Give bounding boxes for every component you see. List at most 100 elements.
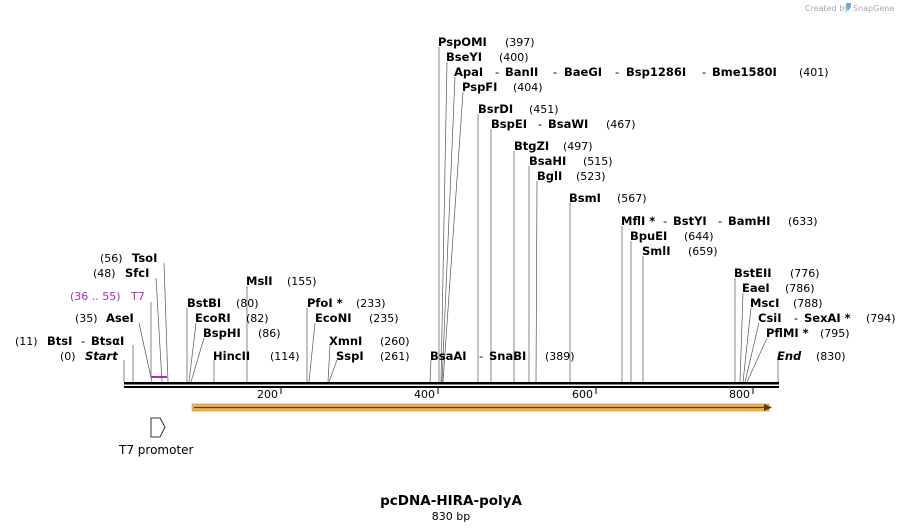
svg-text:(795): (795) bbox=[820, 327, 850, 340]
svg-text:(48): (48) bbox=[93, 267, 116, 280]
svg-text:PspFI: PspFI bbox=[462, 80, 497, 94]
svg-text:(114): (114) bbox=[270, 350, 300, 363]
svg-text:(786): (786) bbox=[785, 282, 815, 295]
enzyme-bsahi[interactable]: BsaHI (515) bbox=[529, 154, 613, 168]
svg-text:(467): (467) bbox=[606, 118, 636, 131]
svg-text:MscI: MscI bbox=[750, 296, 779, 310]
svg-text:BstEII: BstEII bbox=[734, 266, 772, 280]
svg-text:(400): (400) bbox=[499, 51, 529, 64]
feature-t7-label[interactable]: (36 .. 55) T7 bbox=[70, 290, 145, 303]
enzyme-bpuei[interactable]: BpuEI (644) bbox=[630, 229, 714, 243]
enzyme-btsi-group[interactable]: (11) BtsI - BtsαI bbox=[15, 334, 124, 348]
svg-text:SnaBI: SnaBI bbox=[489, 349, 526, 363]
enzyme-start: (0) Start bbox=[60, 349, 118, 363]
enzyme-hincii[interactable]: HincII (114) bbox=[213, 349, 300, 363]
svg-text:XmnI: XmnI bbox=[329, 334, 362, 348]
enzyme-pspomi[interactable]: PspOMI (397) bbox=[438, 35, 535, 49]
enzyme-pflmi[interactable]: PflMI * (795) bbox=[766, 326, 850, 340]
svg-text:(497): (497) bbox=[563, 140, 593, 153]
line-sfci bbox=[155, 277, 163, 383]
enzyme-btgzi[interactable]: BtgZI (497) bbox=[514, 139, 593, 153]
enzyme-bstbi[interactable]: BstBI (80) bbox=[187, 296, 259, 310]
line-eaei bbox=[739, 292, 744, 383]
enzyme-bsaai-group[interactable]: BsaAI - SnaBI (389) bbox=[430, 349, 575, 363]
svg-text:BtgZI: BtgZI bbox=[514, 139, 549, 153]
orf-arrow[interactable] bbox=[191, 403, 772, 412]
enzyme-msli[interactable]: MslI (155) bbox=[246, 274, 317, 288]
svg-text:SexAI *: SexAI * bbox=[804, 311, 851, 325]
svg-text:-: - bbox=[495, 65, 499, 79]
line-apai bbox=[441, 76, 456, 383]
svg-text:(788): (788) bbox=[793, 297, 823, 310]
enzyme-sspi[interactable]: SspI (261) bbox=[336, 349, 410, 363]
svg-text:SspI: SspI bbox=[336, 349, 364, 363]
line-asei bbox=[138, 322, 153, 383]
feature-t7-promoter-label: T7 promoter bbox=[118, 443, 194, 457]
line-csii bbox=[744, 322, 760, 383]
enzyme-bsrdi[interactable]: BsrDI (451) bbox=[478, 102, 559, 116]
svg-text:BaeGI: BaeGI bbox=[564, 65, 602, 79]
svg-text:(56): (56) bbox=[100, 252, 123, 265]
svg-text:BglI: BglI bbox=[537, 169, 562, 183]
enzyme-pfoi[interactable]: PfoI * (233) bbox=[307, 296, 386, 310]
enzyme-sfci[interactable]: (48) SfcI bbox=[93, 266, 149, 280]
enzyme-csii-group[interactable]: CsiI - SexAI * (794) bbox=[758, 311, 896, 325]
svg-text:(397): (397) bbox=[505, 36, 535, 49]
enzyme-end: End (830) bbox=[777, 349, 846, 363]
cut-site-lines bbox=[123, 47, 779, 383]
svg-text:BamHI: BamHI bbox=[728, 214, 770, 228]
enzyme-apai-group[interactable]: ApaI - BanII - BaeGI - Bsp1286I - Bme158… bbox=[454, 65, 829, 79]
enzyme-ecori[interactable]: EcoRI (82) bbox=[195, 311, 269, 325]
enzyme-eaei[interactable]: EaeI (786) bbox=[742, 281, 815, 295]
enzyme-econi[interactable]: EcoNI (235) bbox=[315, 311, 399, 325]
enzyme-asei[interactable]: (35) AseI bbox=[75, 311, 134, 325]
enzyme-bspei-group[interactable]: BspEI - BsaWI (467) bbox=[491, 117, 636, 131]
axis-tick-600: 600 bbox=[572, 388, 593, 401]
svg-text:BtsI: BtsI bbox=[47, 334, 72, 348]
enzyme-mfli-group[interactable]: MflI * - BstYI - BamHI (633) bbox=[621, 214, 818, 228]
enzyme-pspfi[interactable]: PspFI (404) bbox=[462, 80, 543, 94]
line-pspfi bbox=[442, 91, 464, 383]
backbone-top bbox=[124, 382, 779, 385]
enzyme-bgli[interactable]: BglI (523) bbox=[537, 169, 606, 183]
svg-text:(389): (389) bbox=[545, 350, 575, 363]
line-pflmi bbox=[746, 337, 768, 383]
enzyme-bsmi[interactable]: BsmI (567) bbox=[569, 191, 647, 205]
svg-text:PspOMI: PspOMI bbox=[438, 35, 487, 49]
svg-text:(401): (401) bbox=[799, 66, 829, 79]
svg-text:MflI *: MflI * bbox=[621, 214, 655, 228]
svg-text:(659): (659) bbox=[688, 245, 718, 258]
svg-text:EaeI: EaeI bbox=[742, 281, 770, 295]
svg-text:BsaAI: BsaAI bbox=[430, 349, 467, 363]
axis-tick-200: 200 bbox=[257, 388, 278, 401]
svg-text:T7: T7 bbox=[130, 290, 145, 303]
svg-text:(36 .. 55): (36 .. 55) bbox=[70, 290, 121, 303]
svg-text:AseI: AseI bbox=[106, 311, 134, 325]
enzyme-bsteii[interactable]: BstEII (776) bbox=[734, 266, 820, 280]
enzyme-smli[interactable]: SmlI (659) bbox=[642, 244, 718, 258]
svg-text:(260): (260) bbox=[380, 335, 410, 348]
svg-text:HincII: HincII bbox=[213, 349, 250, 363]
axis-tick-marks bbox=[280, 388, 754, 394]
t7-promoter-arrow-icon[interactable] bbox=[150, 417, 166, 438]
svg-text:-: - bbox=[479, 349, 483, 363]
svg-text:SfcI: SfcI bbox=[125, 266, 149, 280]
enzyme-xmni[interactable]: XmnI (260) bbox=[329, 334, 410, 348]
line-msci bbox=[742, 307, 752, 383]
svg-text:BpuEI: BpuEI bbox=[630, 229, 667, 243]
enzyme-msci[interactable]: MscI (788) bbox=[750, 296, 823, 310]
svg-text:EcoNI: EcoNI bbox=[315, 311, 351, 325]
svg-text:(261): (261) bbox=[380, 350, 410, 363]
enzyme-tsoi[interactable]: (56) TsoI bbox=[100, 251, 157, 265]
svg-text:EcoRI: EcoRI bbox=[195, 311, 231, 325]
svg-text:SmlI: SmlI bbox=[642, 244, 671, 258]
svg-text:BsaHI: BsaHI bbox=[529, 154, 566, 168]
backbone-bottom bbox=[124, 386, 779, 388]
svg-text:(776): (776) bbox=[790, 267, 820, 280]
enzyme-bseyi[interactable]: BseYI (400) bbox=[446, 50, 529, 64]
enzyme-bsphi[interactable]: BspHI (86) bbox=[203, 326, 281, 340]
svg-text:(235): (235) bbox=[369, 312, 399, 325]
svg-text:BsmI: BsmI bbox=[569, 191, 601, 205]
svg-text:BstBI: BstBI bbox=[187, 296, 221, 310]
